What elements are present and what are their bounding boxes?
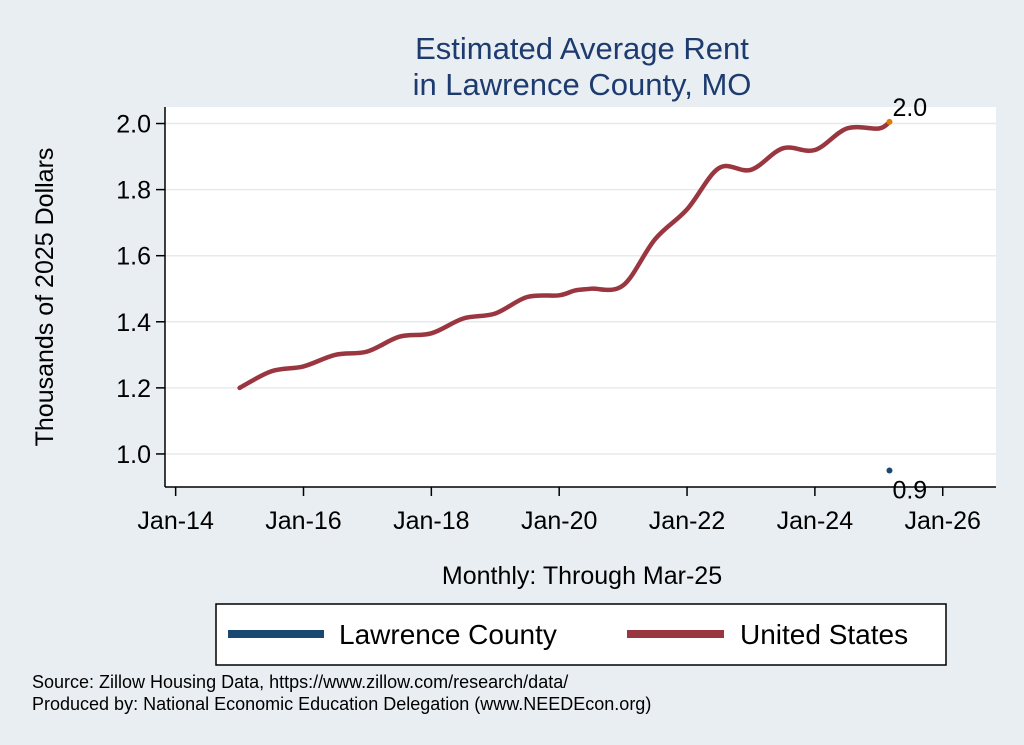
producer-note: Produced by: National Economic Education… <box>32 694 651 714</box>
x-tick-label: Jan-16 <box>265 507 341 535</box>
y-tick-label: 2.0 <box>116 111 151 139</box>
y-tick-label: 1.4 <box>116 309 151 337</box>
x-axis-title: Monthly: Through Mar-25 <box>442 562 722 590</box>
x-tick-label: Jan-22 <box>649 507 725 535</box>
x-tick-label: Jan-20 <box>521 507 597 535</box>
axes: 1.0 1.2 1.4 1.6 1.8 2.0 Jan-14 Jan-16 Jan-18 Jan-… <box>116 107 996 535</box>
end-label-united-states: 2.0 <box>892 94 927 122</box>
end-label-lawrence-county: 0.9 <box>892 476 927 504</box>
y-tick-label: 1.0 <box>116 441 151 469</box>
y-axis-title: Thousands of 2025 Dollars <box>31 148 59 447</box>
legend-label-united-states: United States <box>740 619 908 650</box>
end-point-lawrence-county <box>886 467 893 474</box>
plot-area <box>165 107 996 487</box>
series-line-united-states <box>237 119 892 391</box>
x-tick-label: Jan-24 <box>777 507 854 535</box>
chart-title-line-2: in Lawrence County, MO <box>413 67 752 102</box>
chart-title-line-1: Estimated Average Rent <box>415 31 749 66</box>
x-tick-label: Jan-18 <box>393 507 469 535</box>
y-tick-label: 1.6 <box>116 243 151 271</box>
legend-label-lawrence-county: Lawrence County <box>339 619 557 650</box>
legend-box <box>215 603 947 666</box>
gridlines <box>165 122 996 455</box>
end-point-united-states <box>886 118 893 125</box>
x-tick-label: Jan-26 <box>905 507 981 535</box>
y-tick-label: 1.8 <box>116 177 151 205</box>
y-tick-label: 1.2 <box>116 375 151 403</box>
legend: Lawrence County United States <box>215 603 947 666</box>
x-tick-label: Jan-14 <box>137 507 214 535</box>
source-note: Source: Zillow Housing Data, https://www… <box>32 672 568 692</box>
series-layer: 0.9 2.0 <box>237 94 927 504</box>
